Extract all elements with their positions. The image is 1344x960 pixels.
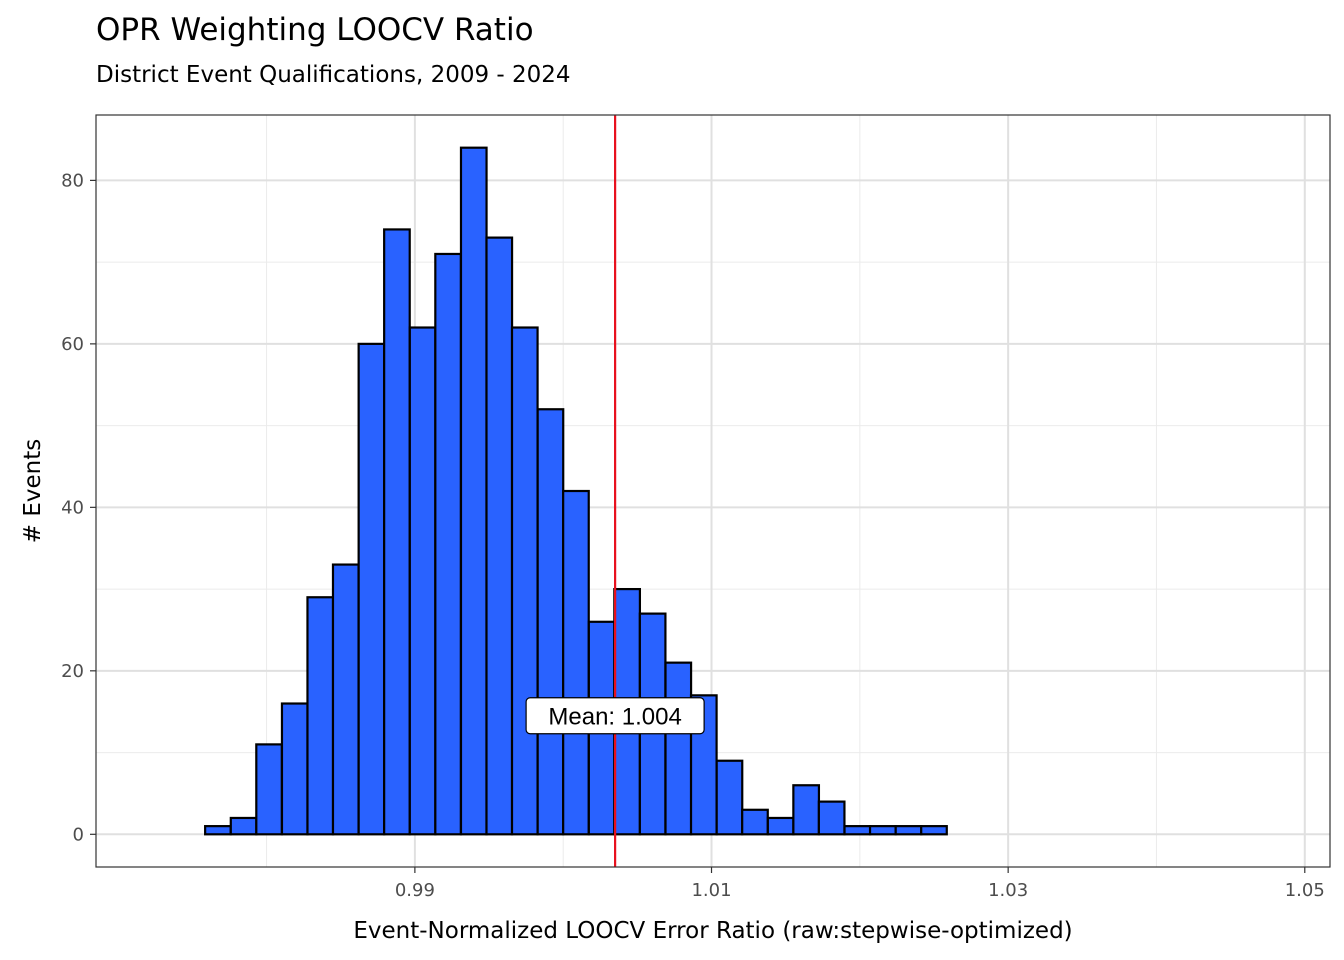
histogram-bar (280, 702, 309, 836)
x-tick-label: 1.01 (691, 880, 731, 901)
plot-panel-border (95, 114, 1331, 868)
histogram-bar (792, 784, 821, 836)
histogram-bar (817, 800, 846, 836)
histogram-bar (459, 146, 488, 836)
histogram-bar (485, 236, 514, 836)
mean-marker: Mean: 1.004 (525, 115, 705, 867)
histogram-bar (331, 563, 360, 836)
histogram-bar (306, 596, 335, 836)
x-axis-title: Event-Normalized LOOCV Error Ratio (raw:… (353, 918, 1072, 944)
y-tick-label: 20 (61, 661, 84, 682)
y-tick-label: 80 (61, 170, 84, 191)
chart-subtitle: District Event Qualifications, 2009 - 20… (96, 62, 571, 88)
histogram-bar (357, 342, 386, 836)
x-axis: 0.99 1.01 1.03 1.05 (395, 867, 1325, 901)
x-tick-label: 0.99 (395, 880, 435, 901)
histogram-bar (868, 825, 897, 836)
y-tick-label: 0 (73, 824, 84, 845)
histogram-bar (229, 816, 258, 836)
histogram-bar (255, 743, 283, 836)
y-axis-title: # Events (20, 439, 46, 543)
x-tick-label: 1.05 (1285, 880, 1325, 901)
histogram-bar (766, 816, 795, 836)
y-tick-label: 60 (61, 334, 84, 355)
mean-label: Mean: 1.004 (548, 703, 681, 730)
mean-label-box (525, 697, 705, 735)
histogram-bar (434, 252, 462, 836)
histogram-bar (536, 408, 565, 836)
histogram-bar (204, 825, 232, 836)
y-axis: 0 20 40 60 80 (61, 170, 96, 845)
y-tick-label: 40 (61, 497, 84, 518)
histogram-bar (715, 759, 744, 836)
histogram-bar (510, 326, 539, 836)
histogram-bar (664, 661, 693, 836)
chart-title: OPR Weighting LOOCV Ratio (96, 12, 534, 48)
x-tick-label: 1.03 (988, 880, 1028, 901)
histogram-bar (383, 228, 411, 836)
histogram-bar (741, 808, 769, 836)
histogram-bar (408, 326, 437, 836)
histogram-bars (204, 146, 948, 836)
histogram-bar (562, 489, 590, 836)
histogram-bar (920, 825, 948, 836)
histogram-bar (843, 825, 872, 836)
histogram-bar (894, 825, 923, 836)
